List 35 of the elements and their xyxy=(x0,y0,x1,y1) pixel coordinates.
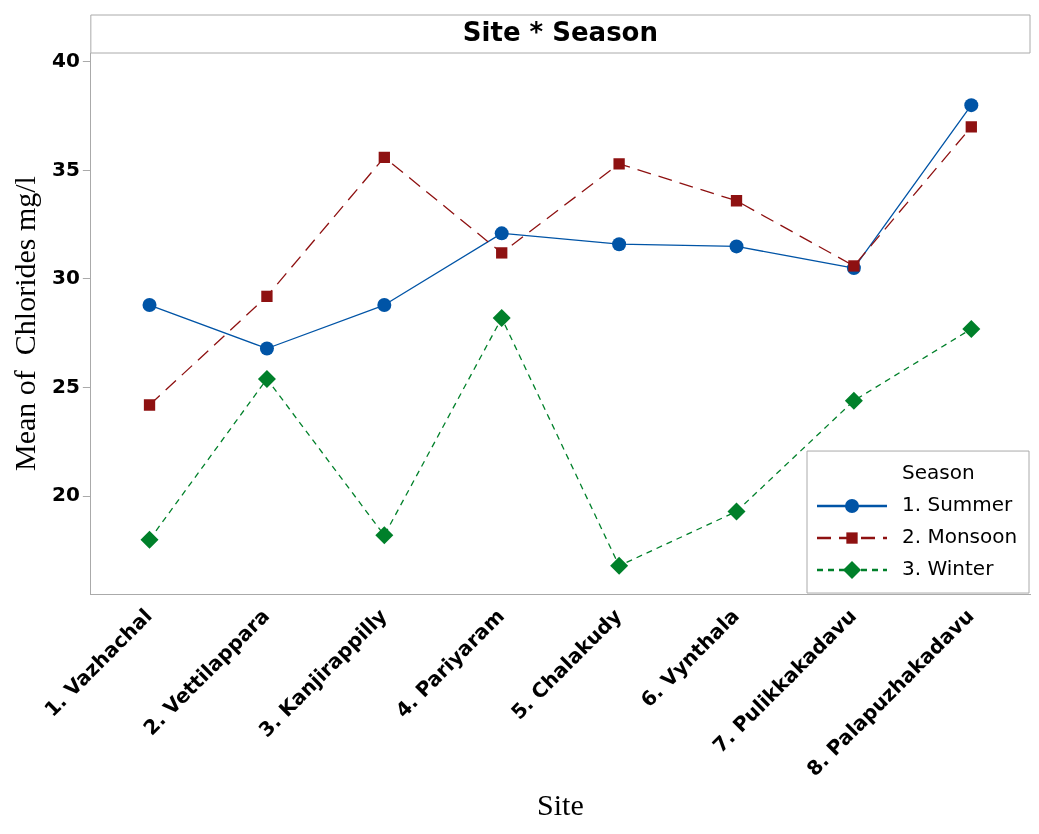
point xyxy=(377,298,392,313)
point xyxy=(378,151,390,163)
point xyxy=(142,298,157,313)
x-axis-title: Site xyxy=(537,787,584,821)
point xyxy=(257,369,276,388)
point xyxy=(964,98,979,113)
legend-label: 3. Winter xyxy=(902,556,995,581)
point xyxy=(727,502,746,521)
point xyxy=(610,556,629,575)
y-tick-label: 30 xyxy=(51,265,80,290)
point xyxy=(494,226,509,241)
y-tick-label: 25 xyxy=(51,373,80,398)
y-tick-label: 35 xyxy=(51,156,80,181)
point xyxy=(261,290,273,303)
point xyxy=(613,158,625,170)
point xyxy=(730,195,743,207)
point xyxy=(844,391,863,410)
legend-title: Season xyxy=(902,460,975,485)
chart-title: Site * Season xyxy=(462,16,658,47)
point xyxy=(492,309,511,328)
point xyxy=(140,530,159,549)
point xyxy=(848,260,860,272)
point xyxy=(375,526,394,545)
y-axis-title: Mean of Chlorides mg/l xyxy=(7,176,41,471)
point xyxy=(496,247,508,259)
legend-label: 1. Summer xyxy=(902,492,1014,517)
point xyxy=(729,239,744,254)
point xyxy=(965,121,977,133)
point xyxy=(962,319,981,338)
point xyxy=(259,341,274,356)
point xyxy=(143,399,156,411)
point xyxy=(612,237,627,252)
y-tick-label: 40 xyxy=(51,47,80,72)
legend-label: 2. Monsoon xyxy=(902,524,1018,549)
y-tick-label: 20 xyxy=(51,482,80,507)
